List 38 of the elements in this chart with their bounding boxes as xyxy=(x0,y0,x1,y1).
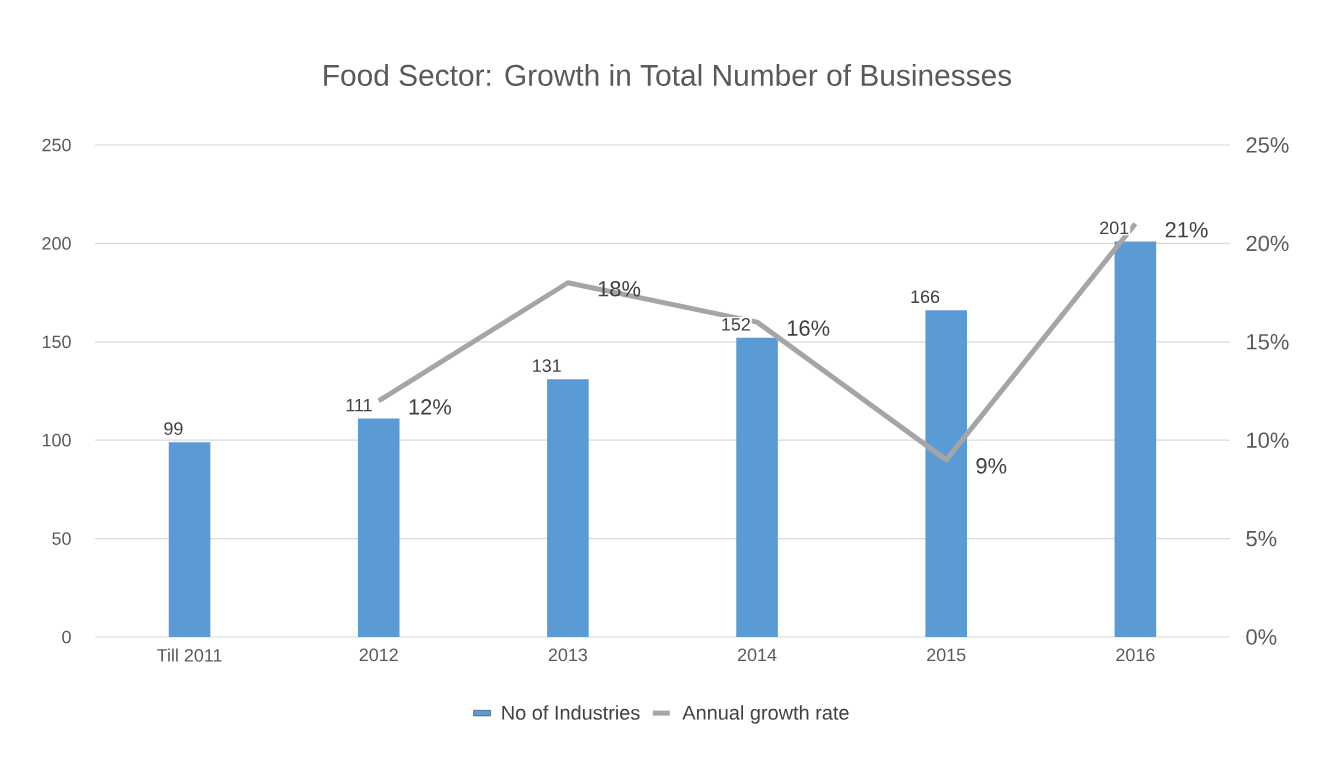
y2-tick-label: 20% xyxy=(1246,235,1289,252)
y-tick-label: 100 xyxy=(42,433,71,447)
bar xyxy=(357,418,400,637)
data-label: 152 xyxy=(722,317,750,331)
legend-label: No of Industries xyxy=(502,705,640,720)
bar xyxy=(925,310,968,637)
data-label: 111 xyxy=(346,399,372,412)
y2-tick-label: 15% xyxy=(1247,334,1289,350)
y-tick-label: 150 xyxy=(42,335,71,349)
x-tick-label: 2012 xyxy=(359,648,398,662)
bar xyxy=(547,379,589,637)
data-label: 16% xyxy=(787,320,830,336)
y2-tick-label: 25% xyxy=(1246,137,1289,153)
chart-title: Food Sector: Growth in Total Number of Businesses xyxy=(324,64,1012,86)
data-label: 9% xyxy=(976,458,1007,474)
x-tick-label: 2015 xyxy=(927,648,966,662)
x-tick-label: 2013 xyxy=(548,648,588,662)
y2-tick-label: 5% xyxy=(1246,530,1277,547)
data-label: 99 xyxy=(164,422,183,435)
x-tick-label: Till 2011 xyxy=(157,648,222,662)
legend-label: Annual growth rate xyxy=(682,705,849,724)
y2-tick-label: 0% xyxy=(1246,629,1277,645)
data-label: 201 xyxy=(1100,221,1129,235)
data-label: 18% xyxy=(598,280,641,297)
y-tick-label: 250 xyxy=(42,138,71,152)
data-label: 166 xyxy=(911,290,940,304)
data-label: 12% xyxy=(409,399,452,415)
bar xyxy=(168,442,211,637)
y-tick-label: 50 xyxy=(52,532,71,545)
y2-tick-label: 10% xyxy=(1247,432,1289,448)
y-tick-label: 0 xyxy=(62,630,71,644)
x-tick-label: 2016 xyxy=(1116,648,1155,662)
bar xyxy=(736,337,778,637)
data-label: 21% xyxy=(1165,221,1208,238)
bar xyxy=(1114,241,1157,637)
y-tick-label: 200 xyxy=(42,237,71,250)
data-label: 131 xyxy=(533,359,561,372)
x-tick-label: 2014 xyxy=(738,648,777,662)
